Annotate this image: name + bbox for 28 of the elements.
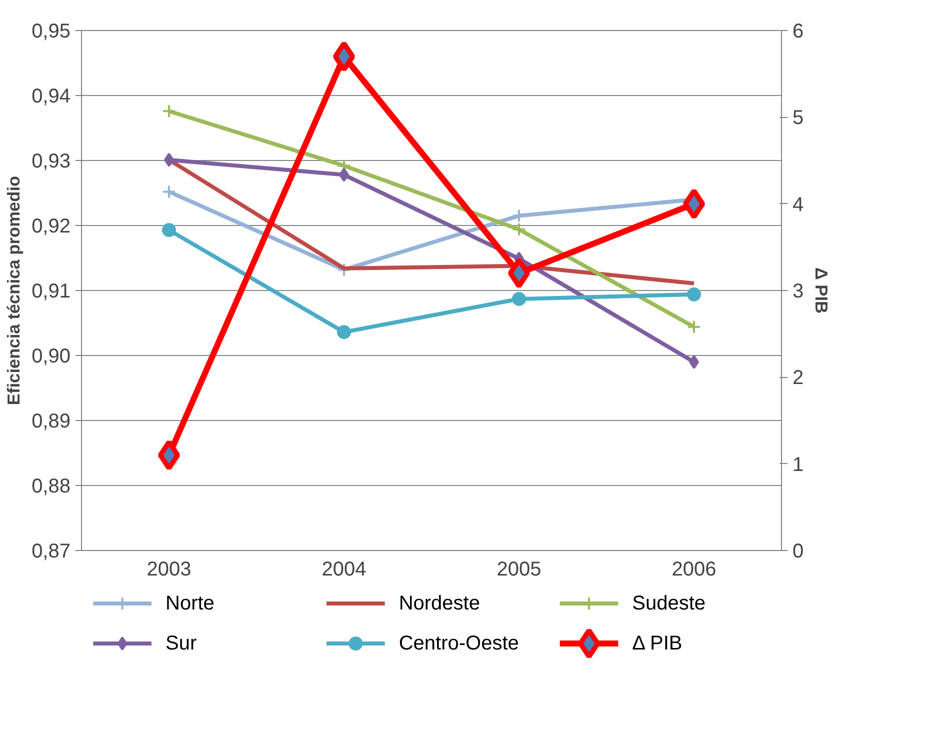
- x-tick-label: 2003: [146, 558, 192, 580]
- y-tick-label: 0,94: [32, 86, 71, 108]
- y2-tick-label: 4: [792, 194, 804, 216]
- x-tick-label: 2004: [322, 558, 366, 580]
- y-tick-label: 0,92: [32, 216, 71, 238]
- y-tick-label: 0,95: [32, 20, 71, 42]
- y2-tick-label: 5: [792, 107, 804, 130]
- legend-label: Centro-Oeste: [398, 632, 519, 654]
- y2-tick-label: 2: [792, 367, 804, 390]
- y-tick-label: 0,93: [32, 150, 71, 172]
- x-tick-label: 2006: [672, 558, 716, 580]
- legend-label: Nordeste: [398, 592, 480, 614]
- x-tick-label: 2005: [496, 558, 542, 580]
- y-axis-title: Eficiencia técnica promedio: [4, 176, 24, 406]
- y2-tick-label: 0: [792, 540, 804, 562]
- y2-tick-label: 1: [792, 454, 804, 476]
- legend-label: Norte: [166, 592, 214, 614]
- y2-axis-title: Δ PIB: [812, 267, 832, 314]
- y-tick-label: 0,88: [32, 476, 71, 498]
- y-tick-label: 0,90: [32, 346, 71, 368]
- legend-label: Δ PIB: [632, 632, 682, 654]
- y-tick-label: 0,91: [32, 280, 71, 302]
- y2-tick-label: 6: [792, 20, 804, 42]
- y-tick-label: 0,87: [32, 540, 71, 562]
- legend-label: Sudeste: [632, 592, 706, 614]
- y2-tick-label: 3: [792, 280, 804, 302]
- y-tick-label: 0,89: [32, 410, 71, 432]
- legend-label: Sur: [166, 632, 197, 654]
